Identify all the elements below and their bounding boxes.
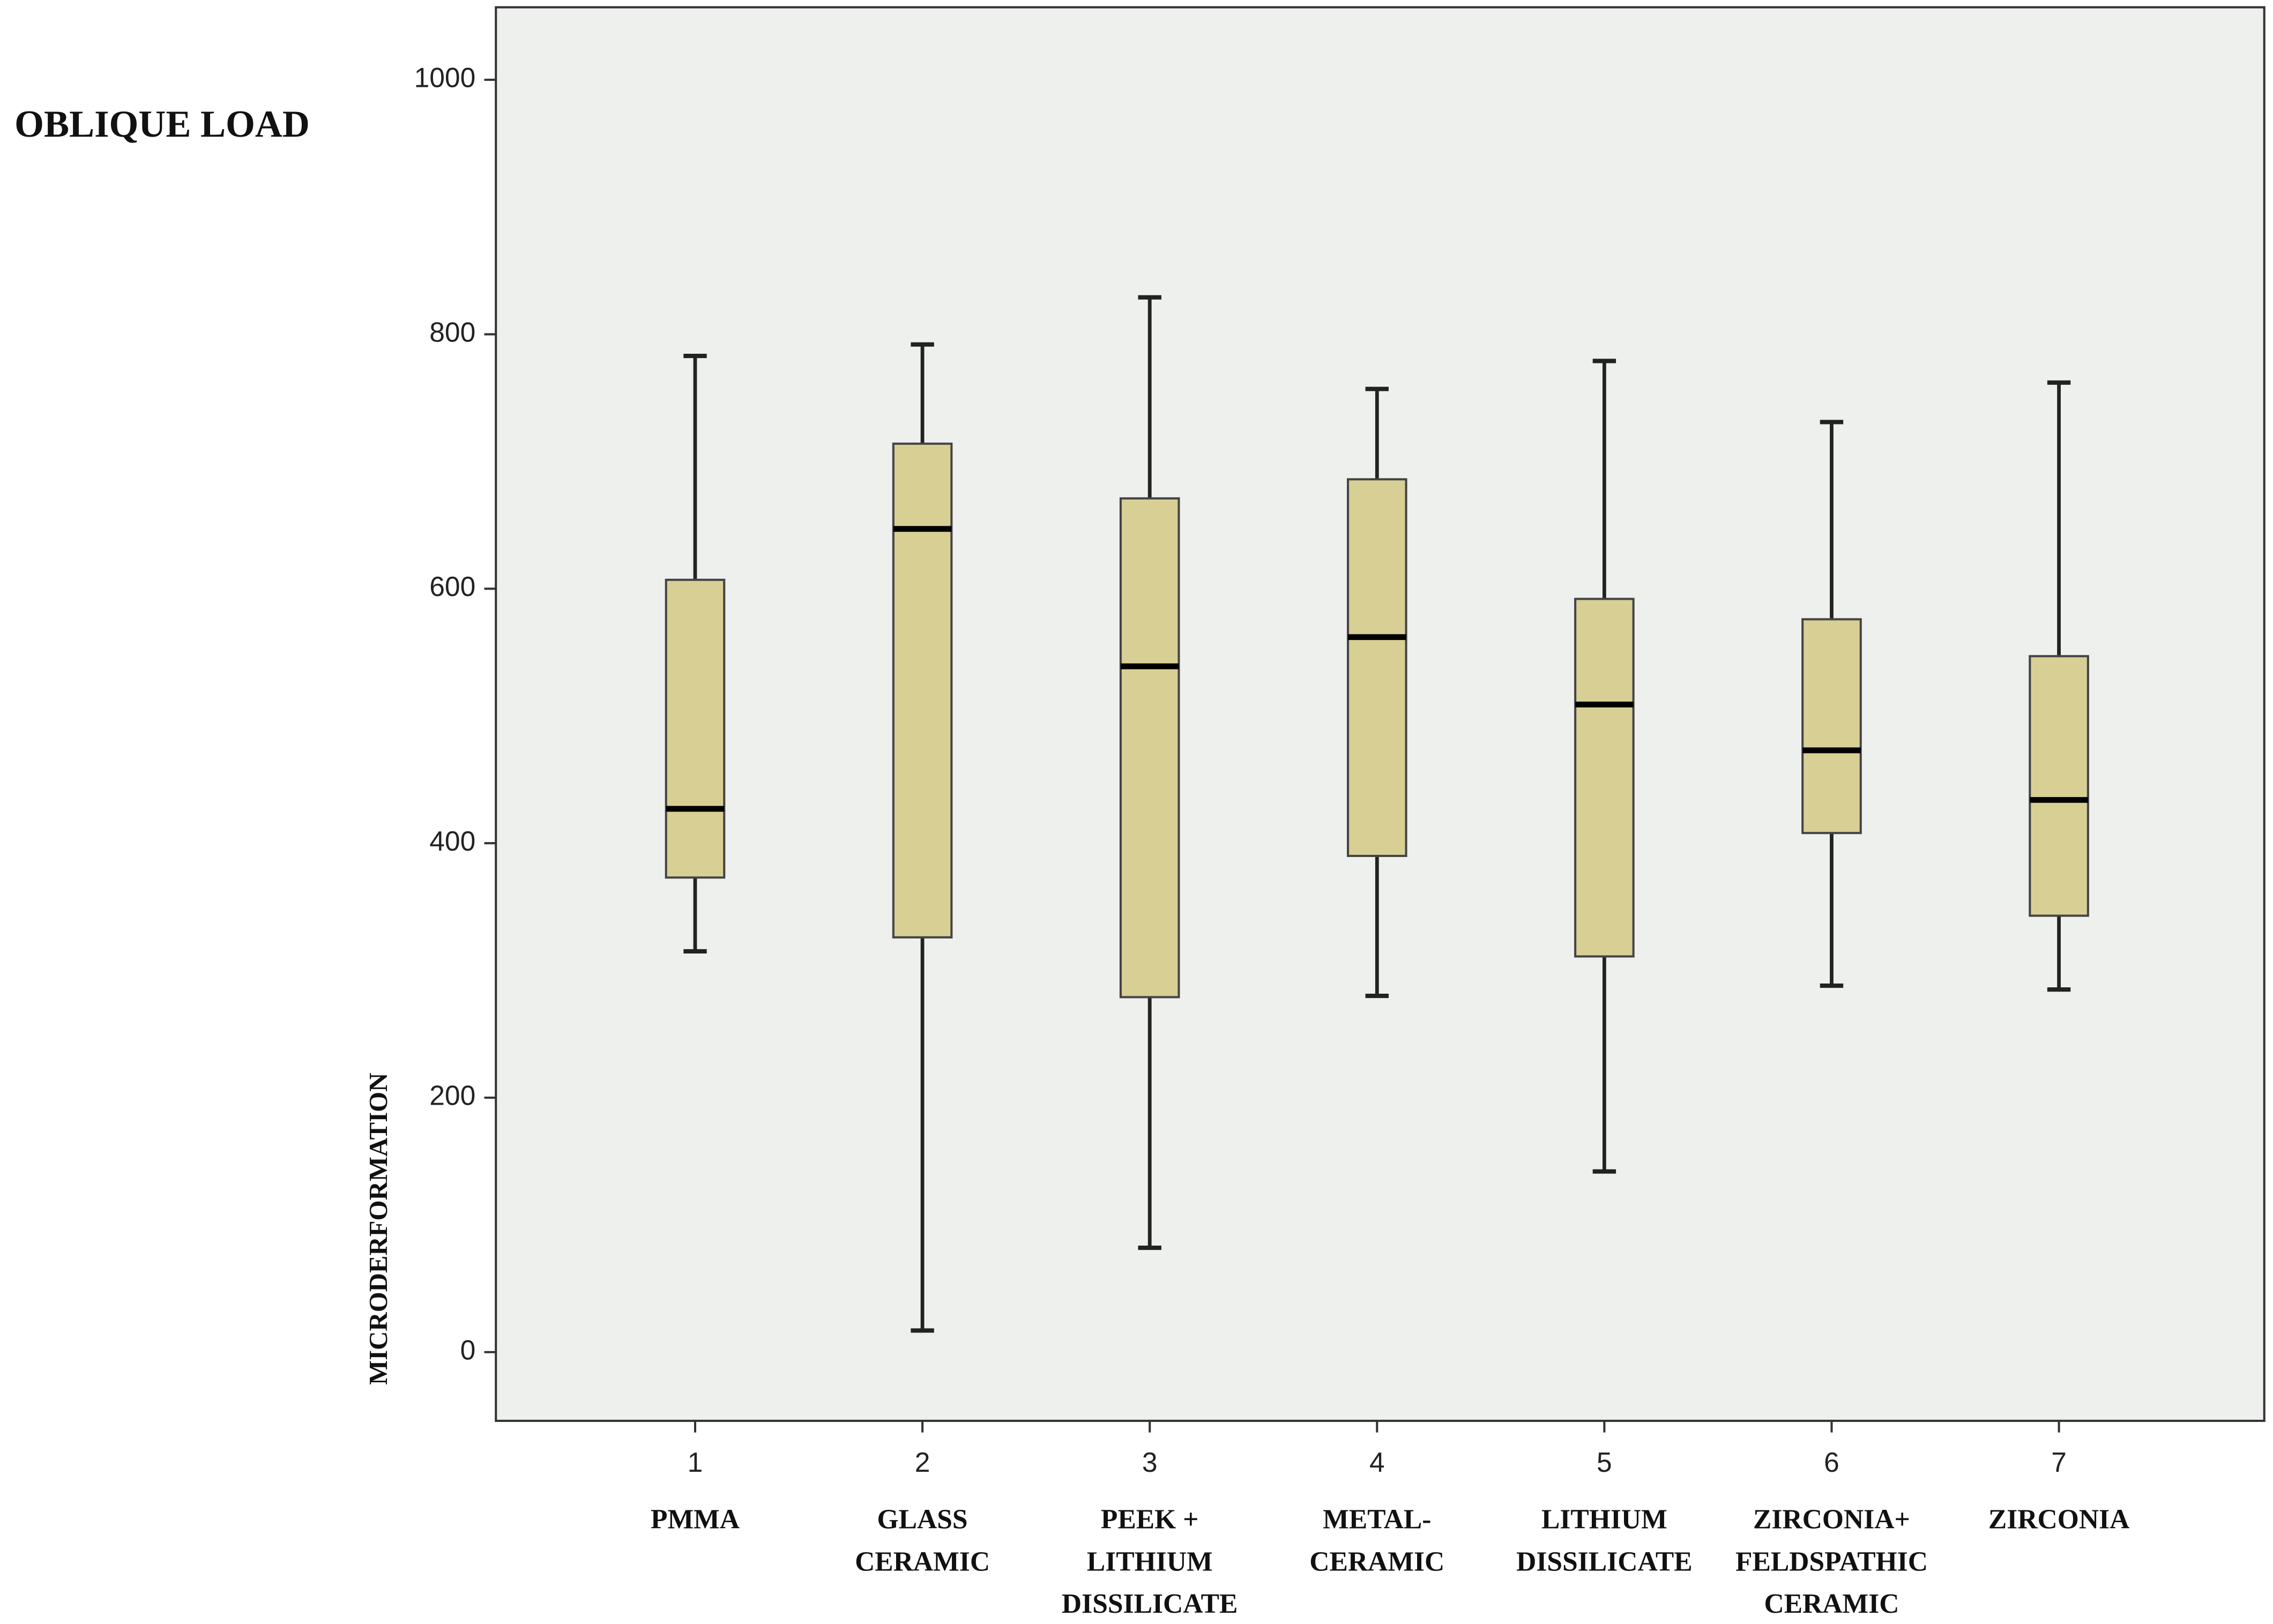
box — [892, 442, 953, 938]
box — [665, 578, 726, 879]
group-label: GLASS — [877, 1504, 968, 1535]
box — [2029, 655, 2089, 917]
group-label: DISSILICATE — [1062, 1589, 1238, 1619]
x-tick-label: 3 — [1142, 1447, 1158, 1478]
group-label: LITHIUM — [1087, 1546, 1213, 1577]
x-tick-label: 2 — [915, 1447, 930, 1478]
x-tick-label: 4 — [1369, 1447, 1385, 1478]
chart-title: OBLIQUE LOAD — [14, 103, 310, 145]
group-label: CERAMIC — [1309, 1546, 1444, 1577]
group-label: LITHIUM — [1541, 1504, 1667, 1535]
x-tick-label: 5 — [1597, 1447, 1612, 1478]
group-label: CERAMIC — [855, 1546, 990, 1577]
box — [1801, 618, 1862, 835]
group-label: ZIRCONIA — [1988, 1504, 2130, 1535]
group-label: PMMA — [651, 1504, 740, 1535]
box — [1574, 598, 1635, 958]
x-tick-label: 7 — [2051, 1447, 2067, 1478]
group-label: METAL- — [1323, 1504, 1431, 1535]
y-tick-label: 200 — [429, 1080, 475, 1111]
group-label: CERAMIC — [1764, 1589, 1899, 1619]
box — [1119, 497, 1180, 999]
group-label: PEEK + — [1101, 1504, 1199, 1535]
x-tick-label: 6 — [1824, 1447, 1839, 1478]
y-tick-label: 600 — [429, 571, 475, 602]
y-tick-label: 800 — [429, 316, 475, 347]
x-tick-label: 1 — [688, 1447, 703, 1478]
box — [1346, 478, 1407, 857]
group-label: ZIRCONIA+ — [1753, 1504, 1910, 1535]
y-tick-label: 400 — [429, 825, 475, 856]
y-axis-label: MICRODERFORMATION — [363, 1073, 393, 1385]
group-label: FELDSPATHIC — [1735, 1546, 1928, 1577]
group-label: DISSILICATE — [1516, 1546, 1693, 1577]
y-tick-label: 0 — [460, 1334, 476, 1365]
y-tick-label: 1000 — [414, 62, 476, 93]
